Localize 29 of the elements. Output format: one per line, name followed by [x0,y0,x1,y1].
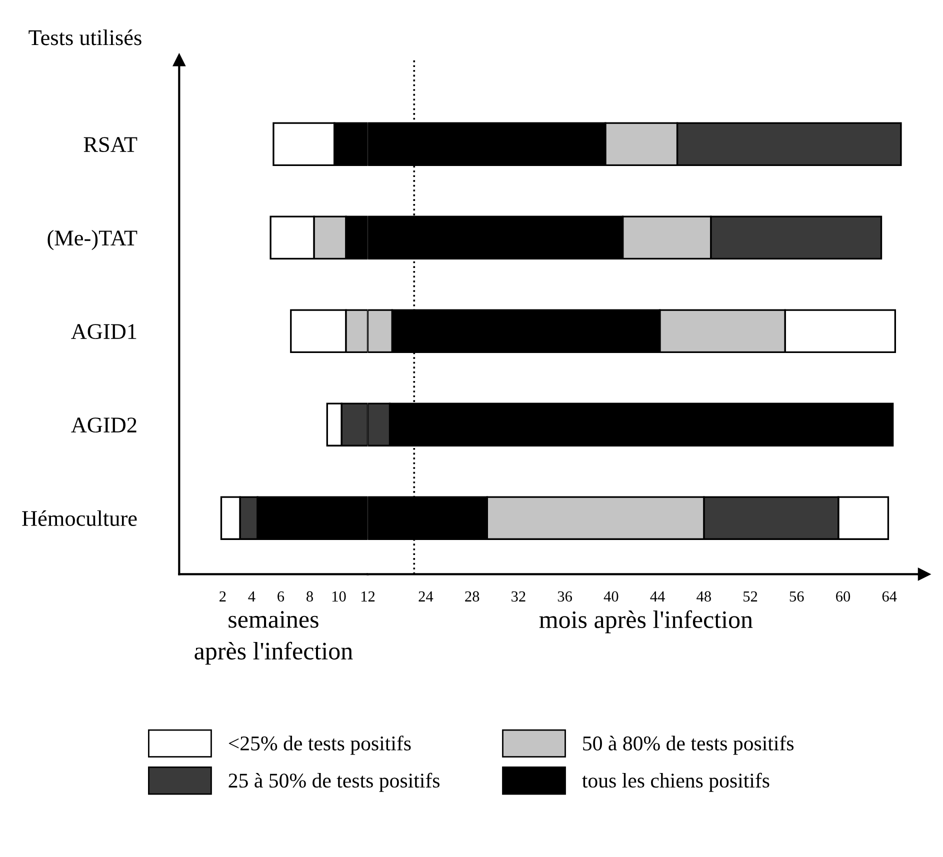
x-axis-title: mois après l'infection [539,610,753,634]
x-tick-label: 24 [418,591,434,602]
y-axis-title: Tests utilisés [28,30,142,46]
x-tick-label: 56 [790,591,804,602]
x-tick-label: 6 [278,591,284,602]
x-tick-label: 2 [220,591,226,602]
x-axis-title: semaines après l'infection [194,611,353,665]
x-tick-label: 12 [361,591,375,602]
x-tick-label: 52 [744,591,758,602]
x-tick-label: 48 [696,591,711,602]
x-tick-label: 36 [558,591,572,602]
legend-label: 50 à 80% de tests positifs [583,736,794,755]
x-tick-label: 4 [248,591,256,602]
y-tick-label: AGID2 [71,418,136,433]
legend-label: tous les chiens positifs [582,772,770,792]
x-tick-label: 8 [306,591,313,602]
y-tick-label: AGID1 [71,324,136,340]
x-tick-label: 44 [650,591,665,602]
y-tick-label: (Me-)TAT [48,230,138,250]
x-tick-label: 32 [512,591,526,602]
y-tick-label: Hémoculture [22,510,137,526]
x-tick-label: 28 [465,591,480,602]
x-tick-label: 40 [604,591,618,602]
legend-label: 25 à 50% de tests positifs [228,772,440,792]
legend-label: <25% de tests positifs [228,736,411,755]
x-tick-label: 10 [332,591,346,602]
x-tick-label: 60 [836,591,850,602]
x-tick-label: 64 [882,591,897,602]
y-tick-label: RSAT [84,137,138,152]
